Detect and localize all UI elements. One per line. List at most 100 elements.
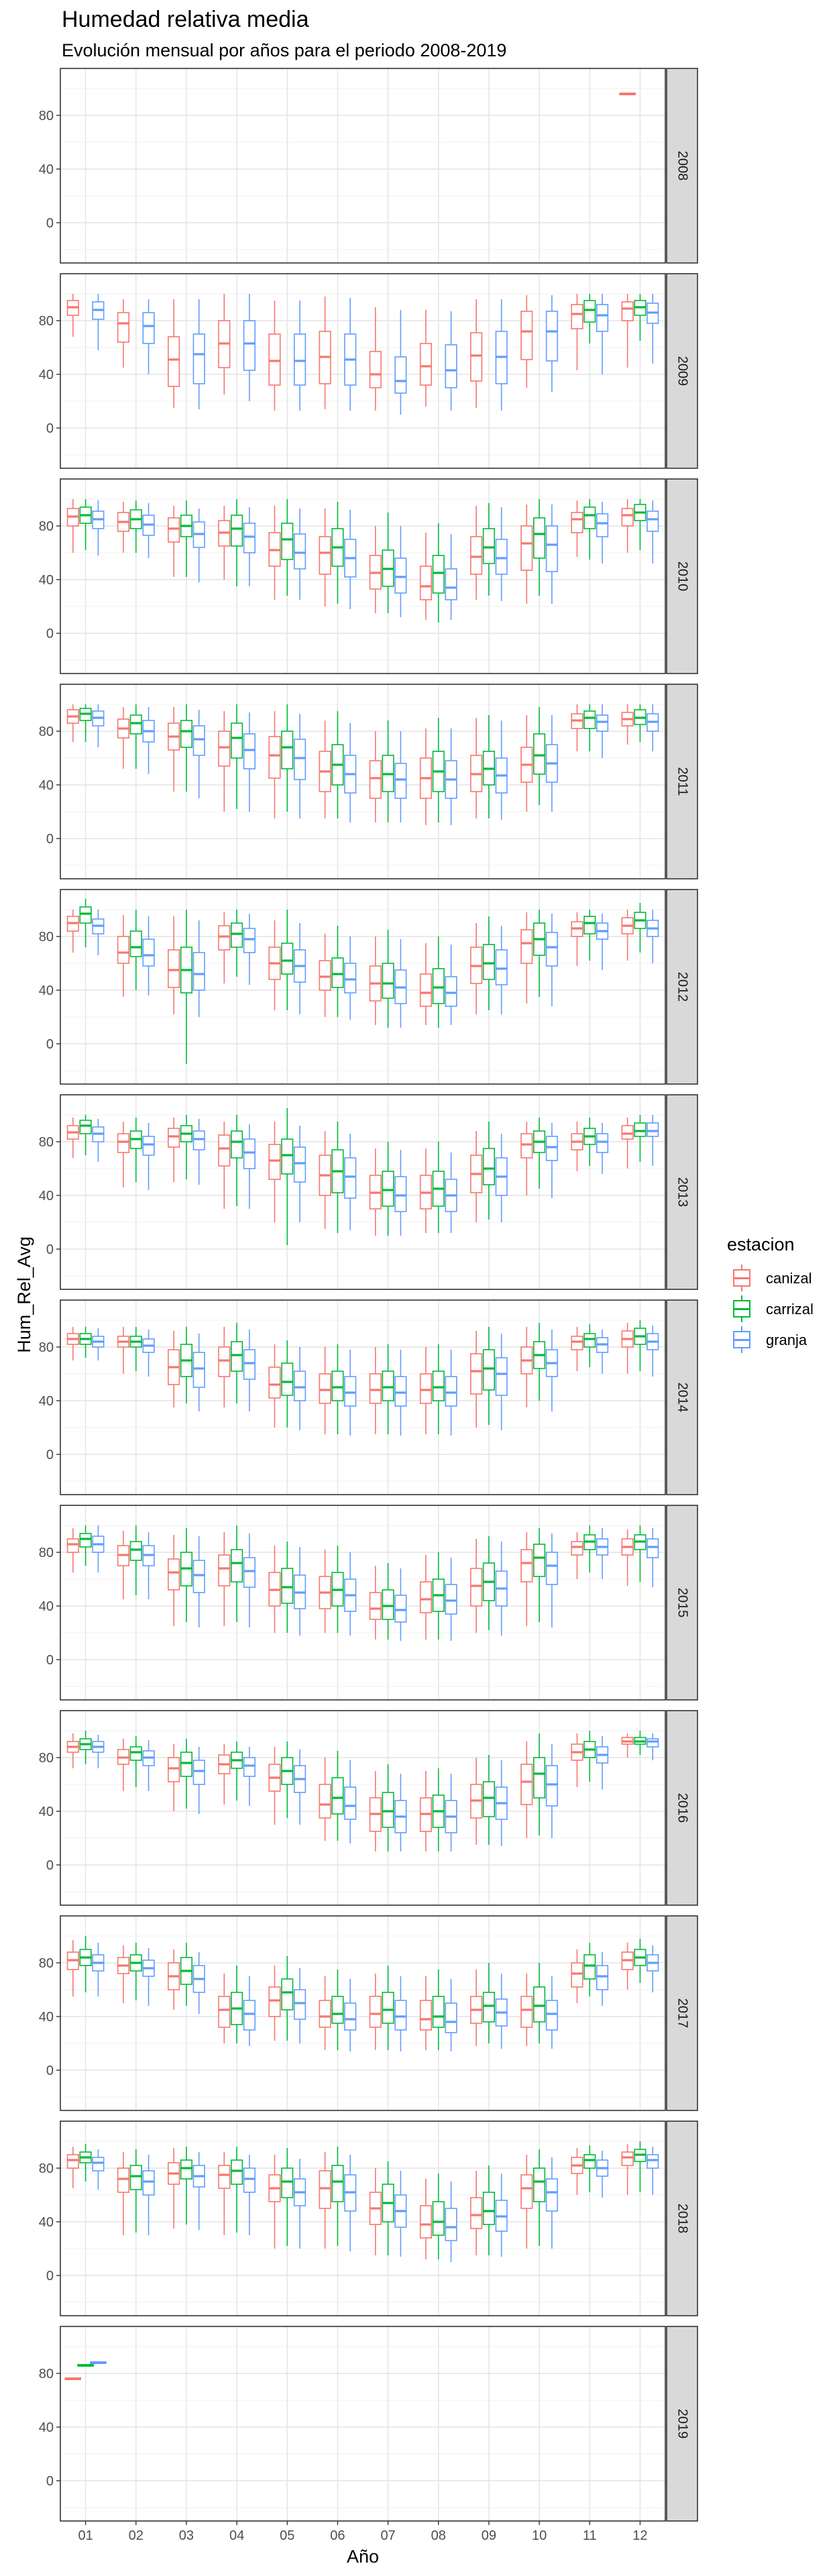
iqr-box	[545, 2000, 558, 2031]
box-canizal-02	[117, 1945, 130, 2003]
iqr-box	[445, 1584, 457, 1615]
box-granja-02	[142, 1740, 155, 1791]
iqr-box	[382, 1589, 394, 1620]
box-canizal-08	[419, 1148, 433, 1233]
facet-panel-2010: 0 40 80 2010	[39, 478, 698, 674]
y-tick-label: 0	[46, 1858, 54, 1873]
legend-median	[733, 1339, 750, 1341]
box-granja-07	[394, 1976, 407, 2051]
panel-background	[60, 2326, 665, 2521]
box-carrizal-01	[79, 2144, 92, 2182]
box-canizal-11	[571, 1949, 583, 2003]
box-canizal-03	[168, 299, 180, 408]
iqr-box	[142, 312, 155, 344]
box-canizal-11	[571, 2148, 583, 2195]
box-granja-08	[445, 1152, 457, 1233]
iqr-box	[419, 973, 433, 1007]
iqr-box	[281, 731, 294, 769]
box-canizal-10	[520, 1532, 533, 1626]
iqr-box	[520, 311, 533, 360]
iqr-box	[231, 515, 243, 547]
iqr-box	[168, 1757, 180, 1782]
box-carrizal-11	[583, 2145, 596, 2192]
iqr-box	[545, 1552, 558, 1585]
y-tick-label: 0	[46, 1448, 54, 1462]
legend-item-granja: granja	[727, 1325, 814, 1356]
iqr-box	[344, 1376, 357, 1407]
box-carrizal-10	[533, 707, 546, 805]
iqr-box	[319, 1784, 331, 1819]
iqr-box	[520, 1549, 533, 1582]
box-canizal-10	[520, 912, 533, 1004]
legend-whisker	[741, 1326, 742, 1331]
box-carrizal-08	[432, 2174, 445, 2259]
facet-strip-label: 2015	[675, 1588, 690, 1618]
box-granja-10	[545, 2157, 558, 2249]
box-canizal-10	[520, 715, 533, 812]
box-carrizal-01	[79, 1936, 92, 1992]
iqr-box	[66, 1538, 79, 1553]
facet-strip	[666, 68, 698, 264]
iqr-box	[281, 943, 294, 975]
box-carrizal-01	[79, 1327, 92, 1358]
box-canizal-12	[621, 294, 634, 368]
box-granja-10	[545, 1534, 558, 1627]
iqr-box	[571, 1962, 583, 1988]
y-tick-label: 0	[46, 1242, 54, 1257]
box-granja-09	[495, 720, 508, 820]
iqr-box	[281, 2167, 294, 2198]
y-tick-label: 80	[39, 109, 54, 123]
iqr-box	[432, 1371, 445, 1401]
box-canizal-06	[319, 1976, 331, 2050]
box-granja-04	[243, 507, 256, 586]
y-tick-label: 40	[39, 778, 54, 793]
iqr-box	[445, 568, 457, 600]
iqr-box	[218, 925, 231, 951]
box-granja-01	[92, 704, 105, 747]
y-tick-label: 80	[39, 519, 54, 534]
iqr-box	[79, 1120, 92, 1134]
box-carrizal-09	[482, 503, 495, 596]
box-granja-06	[344, 510, 357, 609]
box-carrizal-04	[231, 499, 243, 586]
iqr-box	[621, 301, 634, 321]
box-carrizal-09	[482, 1536, 495, 1630]
box-granja-02	[142, 299, 155, 374]
box-granja-02	[142, 503, 155, 558]
facet-strip	[666, 1710, 698, 1906]
box-granja-05	[293, 714, 306, 818]
y-tick-label: 80	[39, 1751, 54, 1766]
x-tick-label: 11	[583, 2528, 597, 2543]
box-carrizal-07	[382, 2161, 394, 2255]
box-carrizal-02	[129, 1327, 142, 1371]
y-tick-label: 0	[46, 832, 54, 847]
panel-border	[60, 684, 666, 879]
facet-panel-2008: 0 40 80 2008	[39, 68, 698, 264]
box-carrizal-09	[482, 1963, 495, 2043]
iqr-box	[545, 932, 558, 967]
box-carrizal-07	[382, 1563, 394, 1640]
iqr-box	[142, 2170, 155, 2196]
box-granja-07	[394, 1568, 407, 1641]
iqr-box	[129, 714, 142, 735]
panel-border	[60, 2121, 666, 2316]
facet-strip-label: 2019	[675, 2409, 690, 2439]
box-granja-10	[545, 504, 558, 604]
box-canizal-12	[621, 1943, 634, 1990]
iqr-box	[243, 928, 256, 953]
iqr-box	[583, 2154, 596, 2169]
box-carrizal-07	[382, 513, 394, 613]
box-carrizal-04	[231, 1323, 243, 1403]
iqr-box	[268, 1986, 281, 2017]
iqr-box	[192, 725, 205, 756]
iqr-box	[394, 356, 407, 394]
box-canizal-05	[268, 1546, 281, 1633]
iqr-box	[319, 1373, 331, 1404]
box-canizal-05	[268, 1122, 281, 1222]
iqr-box	[533, 1757, 546, 1799]
box-granja-08	[445, 729, 457, 825]
chart-subtitle: Evolución mensual por años para el perio…	[62, 40, 507, 60]
box-carrizal-05	[281, 1542, 294, 1633]
box-canizal-03	[168, 2148, 180, 2229]
